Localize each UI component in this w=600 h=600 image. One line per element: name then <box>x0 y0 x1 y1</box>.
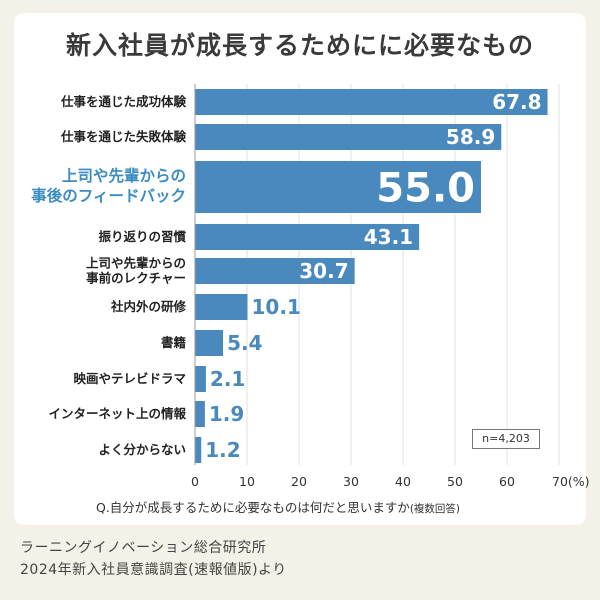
source-line-2: 2024年新入社員意識調査(速報値版)より <box>20 562 287 578</box>
category-label: インターネット上の情報 <box>48 406 186 421</box>
value-label: 5.4 <box>227 331 262 355</box>
x-tick-label: 40 <box>395 474 411 489</box>
category-label: 書籍 <box>161 335 187 350</box>
bar <box>195 161 481 213</box>
value-label: 58.9 <box>446 125 495 149</box>
question-text: Q.自分が成長するために必要なものは何だと思いますか <box>96 500 410 515</box>
x-tick-label: 30 <box>343 474 359 489</box>
value-label: 1.2 <box>205 438 240 462</box>
value-label: 2.1 <box>210 367 245 391</box>
question-note: (複数回答) <box>409 503 461 515</box>
source-note: ラーニングイノベーション総合研究所 2024年新入社員意識調査(速報値版)より <box>20 537 287 581</box>
x-tick-label: 70(%) <box>552 474 590 489</box>
bar <box>195 294 248 320</box>
value-label: 43.1 <box>364 225 413 249</box>
value-label: 1.9 <box>209 402 244 426</box>
bar <box>195 124 502 150</box>
value-label: 10.1 <box>252 295 301 319</box>
bar <box>195 401 205 427</box>
category-label: よく分からない <box>98 442 186 457</box>
category-label: 仕事を通じた失敗体験 <box>60 129 187 144</box>
bar <box>195 224 420 250</box>
value-label: 55.0 <box>376 165 475 211</box>
category-label: 上司や先輩からの事後のフィードバック <box>31 166 186 205</box>
x-tick-label: 20 <box>291 474 307 489</box>
value-label: 67.8 <box>492 90 541 114</box>
source-line-1: ラーニングイノベーション総合研究所 <box>20 540 267 556</box>
category-label: 映画やテレビドラマ <box>73 371 186 386</box>
x-tick-label: 60 <box>499 474 515 489</box>
sample-size-note: n=4,203 <box>472 429 540 449</box>
category-label: 振り返りの習慣 <box>98 229 186 244</box>
category-label: 社内外の研修 <box>110 299 187 314</box>
x-tick-label: 10 <box>239 474 255 489</box>
bar <box>195 437 202 463</box>
bar <box>195 258 355 284</box>
x-axis-question: Q.自分が成長するために必要なものは何だと思いますか(複数回答) <box>96 497 576 516</box>
category-label: 上司や先輩からの事前のレクチャー <box>86 256 186 286</box>
bar <box>195 366 206 392</box>
x-tick-label: 50 <box>447 474 463 489</box>
x-tick-label: 0 <box>191 474 199 489</box>
bar <box>195 89 548 115</box>
chart-title: 新入社員が成長するためにに必要なもの <box>65 31 534 60</box>
bar <box>195 330 224 356</box>
category-label: 仕事を通じた成功体験 <box>60 94 187 109</box>
value-label: 30.7 <box>299 259 348 283</box>
